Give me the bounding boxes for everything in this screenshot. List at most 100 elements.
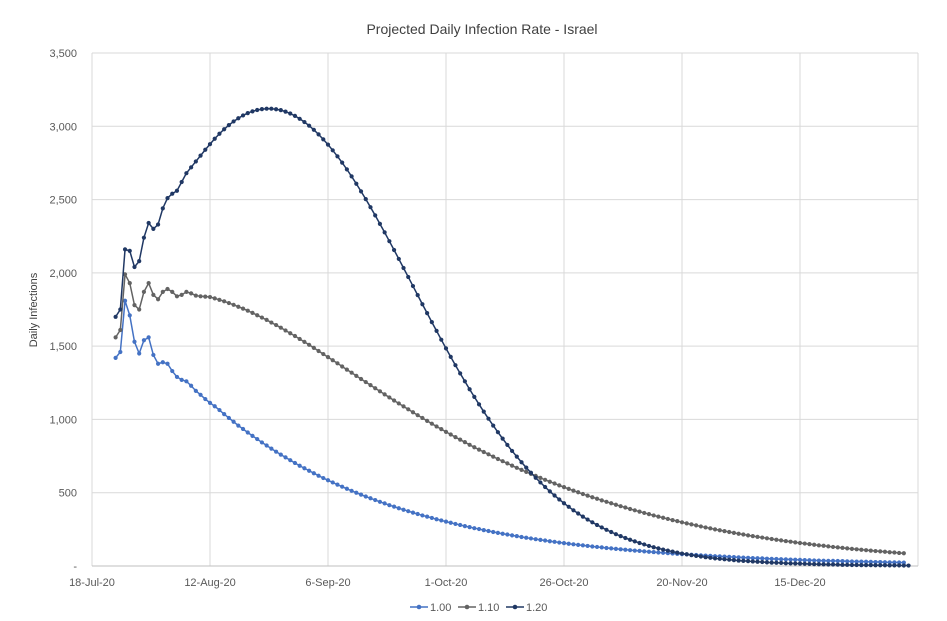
data-point <box>368 383 373 388</box>
data-point <box>779 557 784 562</box>
data-point <box>401 404 406 409</box>
data-point <box>868 559 873 565</box>
data-point <box>779 538 784 543</box>
data-point <box>764 536 770 541</box>
data-point <box>160 360 165 365</box>
data-point <box>576 542 581 547</box>
data-point <box>491 454 496 459</box>
data-point <box>599 498 604 503</box>
data-point <box>656 546 661 551</box>
data-point <box>727 557 732 562</box>
data-point <box>731 530 737 535</box>
data-point <box>434 424 439 429</box>
data-point <box>184 379 189 384</box>
data-point <box>901 560 906 565</box>
data-point <box>458 522 463 528</box>
data-point <box>146 220 151 226</box>
data-point <box>118 307 123 312</box>
data-point <box>174 188 180 193</box>
data-point <box>812 558 817 563</box>
data-point <box>760 556 765 561</box>
data-point <box>259 440 265 445</box>
data-point <box>448 432 453 437</box>
data-point <box>415 293 420 298</box>
data-point <box>349 174 354 179</box>
data-point <box>321 475 326 481</box>
data-point <box>561 501 567 506</box>
data-point <box>127 281 132 286</box>
data-point <box>717 528 722 533</box>
data-point <box>349 488 354 493</box>
data-point <box>566 504 571 509</box>
data-point <box>141 338 147 343</box>
data-point <box>528 536 534 541</box>
data-point <box>250 109 255 114</box>
data-point <box>207 400 213 405</box>
data-point <box>396 401 401 406</box>
data-point <box>750 534 755 539</box>
data-point <box>349 370 354 375</box>
data-point <box>273 107 279 112</box>
data-point <box>297 336 302 342</box>
data-point <box>170 289 175 295</box>
data-point <box>226 300 231 306</box>
data-point <box>387 503 392 508</box>
data-point <box>292 460 298 466</box>
data-point <box>283 455 288 460</box>
y-tick-label: - <box>73 561 77 573</box>
legend: 1.00 1.10 1.20 <box>410 602 547 614</box>
data-point <box>259 107 265 112</box>
data-point <box>802 558 807 563</box>
data-point <box>198 294 203 299</box>
data-point <box>335 154 340 159</box>
data-point <box>793 540 798 545</box>
data-point <box>760 535 765 540</box>
data-point <box>533 475 538 480</box>
data-point <box>151 292 156 297</box>
data-point <box>486 528 491 534</box>
data-point <box>373 497 378 503</box>
data-point <box>774 537 779 542</box>
data-point <box>410 510 416 515</box>
data-point <box>524 469 529 474</box>
data-point <box>391 398 397 403</box>
data-point <box>458 437 463 442</box>
data-point <box>453 363 458 368</box>
data-point <box>868 563 873 568</box>
data-point <box>160 206 165 211</box>
data-point <box>538 480 543 485</box>
y-tick-label: 2,500 <box>49 195 77 207</box>
data-point <box>240 113 246 118</box>
data-point <box>189 165 194 170</box>
data-point <box>580 491 585 497</box>
x-tick-label: 6-Sep-20 <box>305 577 350 589</box>
data-point <box>722 529 727 534</box>
data-point <box>476 447 482 452</box>
data-point <box>179 377 184 382</box>
data-point <box>887 550 892 555</box>
data-point <box>406 274 411 280</box>
data-point <box>684 521 689 526</box>
data-point <box>802 541 807 546</box>
data-point <box>179 179 184 185</box>
data-point <box>198 153 203 158</box>
data-point <box>566 541 571 546</box>
data-point <box>637 548 642 554</box>
data-point <box>651 549 656 555</box>
data-point <box>571 542 576 547</box>
data-point <box>618 534 623 539</box>
data-point <box>429 421 434 426</box>
data-point <box>892 550 897 555</box>
data-point <box>472 394 477 399</box>
y-tick-label: 1,500 <box>49 341 77 353</box>
series-group <box>113 106 911 568</box>
data-point <box>750 559 755 564</box>
data-point <box>273 449 279 454</box>
data-point <box>250 310 255 315</box>
data-point <box>481 409 486 414</box>
data-point <box>708 555 713 560</box>
data-point <box>897 563 902 568</box>
legend-item: 1.20 <box>506 602 547 614</box>
data-point <box>212 296 217 301</box>
data-point <box>193 388 198 393</box>
